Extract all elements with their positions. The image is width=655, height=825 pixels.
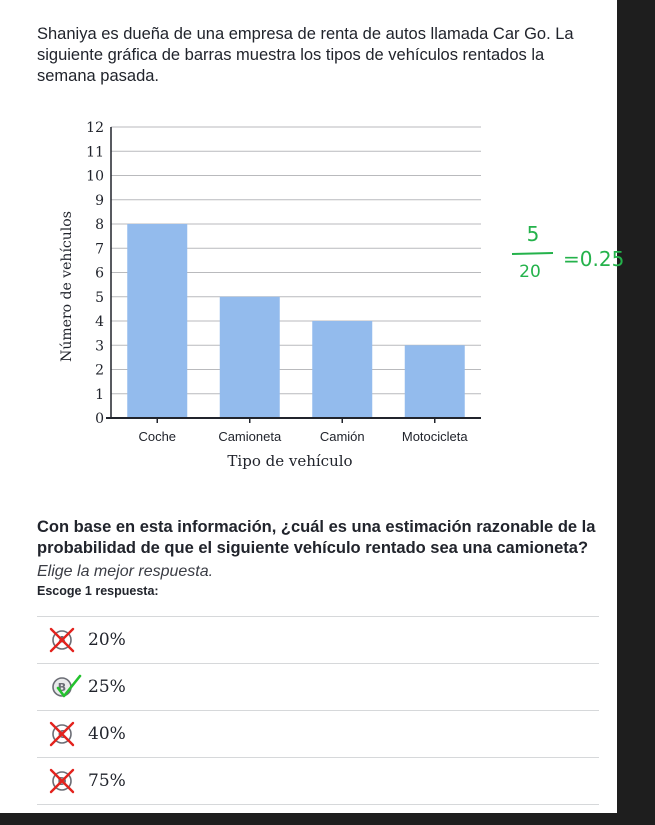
instruction-text: Elige la mejor respuesta.	[37, 563, 214, 580]
checkmark-icon: B	[52, 674, 82, 698]
y-tick-label: 3	[95, 338, 104, 354]
crossed-out-icon: A	[49, 627, 75, 653]
y-tick-label: 11	[86, 144, 104, 160]
y-tick-label: 1	[95, 387, 104, 403]
choice-b[interactable]: B 25%	[37, 663, 599, 710]
y-axis-title: Número de vehículos	[59, 211, 75, 362]
exercise-card: Shaniya es dueña de una empresa de renta…	[0, 0, 624, 813]
y-tick-label: 10	[86, 169, 104, 185]
choice-label: 75%	[88, 771, 126, 791]
choose-label: Escoge 1 respuesta:	[37, 584, 159, 598]
answer-choices: A 20% B 25% C 40% D	[37, 616, 599, 805]
choice-label: 20%	[88, 630, 126, 650]
bar	[312, 321, 373, 418]
choice-c[interactable]: C 40%	[37, 710, 599, 757]
question-text: Con base en esta información, ¿cuál es u…	[37, 518, 596, 557]
y-tick-label: 9	[95, 193, 104, 209]
choice-d[interactable]: D 75%	[37, 757, 599, 805]
y-tick-label: 0	[95, 411, 104, 427]
choice-label: 25%	[88, 677, 126, 697]
bar	[127, 224, 188, 418]
y-tick-label: 12	[86, 120, 104, 136]
choice-label: 40%	[88, 724, 126, 744]
choice-a[interactable]: A 20%	[37, 616, 599, 663]
bar	[404, 345, 465, 418]
y-tick-label: 8	[95, 217, 104, 233]
y-tick-label: 7	[95, 241, 104, 257]
x-tick-label: Camión	[320, 429, 365, 444]
svg-text:B: B	[58, 681, 66, 694]
y-tick-label: 5	[95, 290, 104, 306]
x-tick-label: Coche	[138, 429, 176, 444]
x-tick-label: Camioneta	[218, 429, 282, 444]
bar	[219, 296, 280, 418]
crossed-out-icon: D	[49, 768, 75, 794]
crossed-out-icon: C	[49, 721, 75, 747]
y-tick-label: 2	[95, 363, 104, 379]
x-tick-label: Motocicleta	[402, 429, 469, 444]
y-tick-label: 4	[95, 314, 104, 330]
intro-text: Shaniya es dueña de una empresa de renta…	[37, 25, 574, 85]
y-tick-label: 6	[95, 266, 104, 282]
x-axis-title: Tipo de vehículo	[227, 452, 352, 470]
